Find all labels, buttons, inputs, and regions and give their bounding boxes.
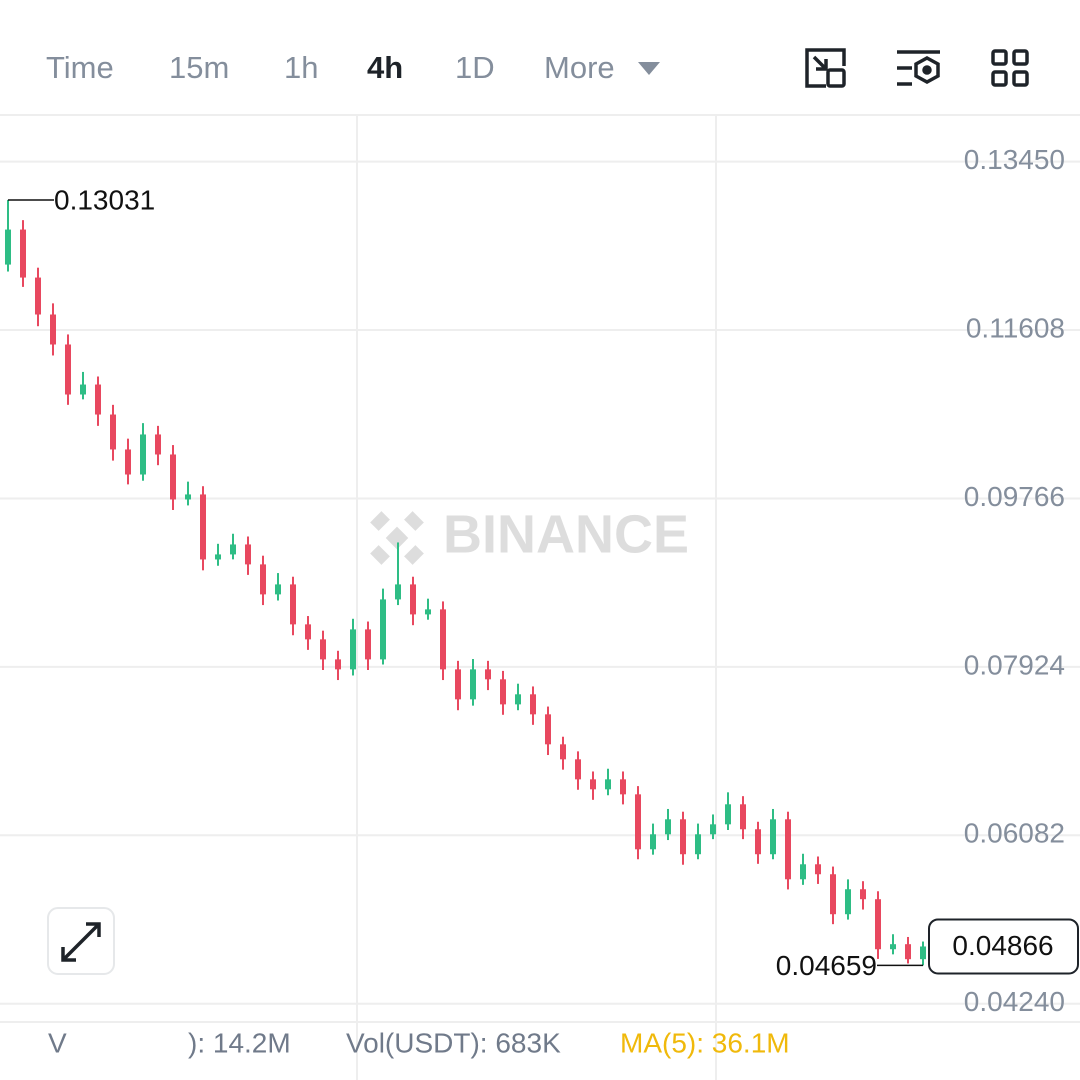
candle-body <box>560 744 566 760</box>
indicator: ): 14.2M <box>188 1027 291 1058</box>
tab[interactable]: Time <box>46 50 114 85</box>
candle-body <box>500 679 506 705</box>
candle-body <box>485 669 491 680</box>
dropdown-arrow[interactable] <box>638 62 660 75</box>
candle-body <box>380 599 386 660</box>
watermark-text: BINANCE <box>443 504 689 564</box>
min-label: 0.04659 <box>776 950 877 981</box>
indicator: V <box>48 1027 67 1058</box>
candle-body <box>710 824 716 835</box>
price-tag-box <box>928 918 1079 975</box>
candle-body <box>725 804 731 825</box>
price-tag: 0.04866 <box>952 930 1053 961</box>
candle-body <box>335 659 341 670</box>
indicator: Vol(USDT): 683K <box>346 1027 561 1058</box>
candle-body <box>470 669 476 700</box>
grid <box>0 114 1080 1080</box>
tab[interactable]: 1D <box>455 50 495 85</box>
candle-body <box>395 584 401 600</box>
candle-body <box>410 584 416 615</box>
candle-body <box>50 314 56 345</box>
max-label: 0.13031 <box>54 184 155 215</box>
candle-body <box>20 229 26 278</box>
y-tick-label: 0.11608 <box>966 312 1065 343</box>
candle-body <box>635 794 641 850</box>
candle-body <box>515 694 521 705</box>
candle-body <box>575 759 581 780</box>
tab-active[interactable]: 4h <box>367 50 403 85</box>
candle-body <box>755 829 761 855</box>
candle-body <box>440 609 446 670</box>
candle-body <box>650 834 656 850</box>
candle-body <box>920 946 926 960</box>
candle-body <box>875 899 881 950</box>
candle-body <box>905 944 911 960</box>
candle-body <box>245 544 251 565</box>
candle-body <box>680 819 686 855</box>
candle-body <box>320 639 326 660</box>
candle-body <box>35 277 41 315</box>
candle-body <box>890 944 896 950</box>
candle-body <box>140 434 146 475</box>
toolbar: Time 15m 1h 4h 1D More <box>46 48 1029 88</box>
candle-body <box>545 714 551 745</box>
candle-body <box>425 609 431 615</box>
candle-body <box>80 384 86 395</box>
indicators: V ): 14.2M Vol(USDT): 683K MA(5): 36.1M <box>48 1027 790 1058</box>
candle-body <box>350 629 356 670</box>
y-tick-label: 0.09766 <box>964 481 1065 512</box>
candle-body <box>695 834 701 855</box>
candle-body <box>305 624 311 640</box>
candle-body <box>815 864 821 875</box>
y-tick-label: 0.06082 <box>964 818 1065 849</box>
candle-body <box>260 564 266 595</box>
candle-body <box>125 449 131 475</box>
candle-body <box>860 889 866 900</box>
candle-body <box>800 864 806 880</box>
candle-body <box>185 494 191 500</box>
candle-body <box>845 889 851 915</box>
y-tick-label: 0.07924 <box>964 649 1065 680</box>
candle-body <box>665 819 671 835</box>
expand-button[interactable] <box>47 907 115 975</box>
icon-settings[interactable] <box>897 50 940 86</box>
candle-body <box>170 454 176 500</box>
candle-body <box>95 384 101 415</box>
tab[interactable]: 15m <box>169 50 229 85</box>
candle-body <box>785 819 791 880</box>
candle-body <box>200 494 206 560</box>
candle-body <box>230 544 236 555</box>
tab[interactable]: 1h <box>284 50 318 85</box>
candle-body <box>290 584 296 625</box>
candle-body <box>590 779 596 790</box>
y-tick-label: 0.13450 <box>964 144 1065 175</box>
candle-body <box>215 554 221 560</box>
candle-body <box>605 779 611 790</box>
candle-body <box>365 629 371 660</box>
candle-body <box>770 819 776 855</box>
icon-picture[interactable] <box>805 48 846 88</box>
indicator: MA(5): 36.1M <box>620 1027 790 1058</box>
icon-layout[interactable] <box>991 49 1029 87</box>
candle-body <box>5 229 11 265</box>
candle-body <box>155 434 161 455</box>
plot: 0.13031 0.04659 0.04866 <box>5 184 1079 981</box>
candle-body <box>740 804 746 830</box>
tab-more[interactable]: More <box>544 50 615 85</box>
candle-body <box>65 344 71 395</box>
candle-body <box>110 414 116 450</box>
candle-body <box>620 779 626 795</box>
candle-body <box>830 874 836 915</box>
candle-body <box>275 584 281 595</box>
candle-body <box>455 669 461 700</box>
y-tick-label: 0.04240 <box>964 986 1065 1017</box>
candle-body <box>530 694 536 715</box>
